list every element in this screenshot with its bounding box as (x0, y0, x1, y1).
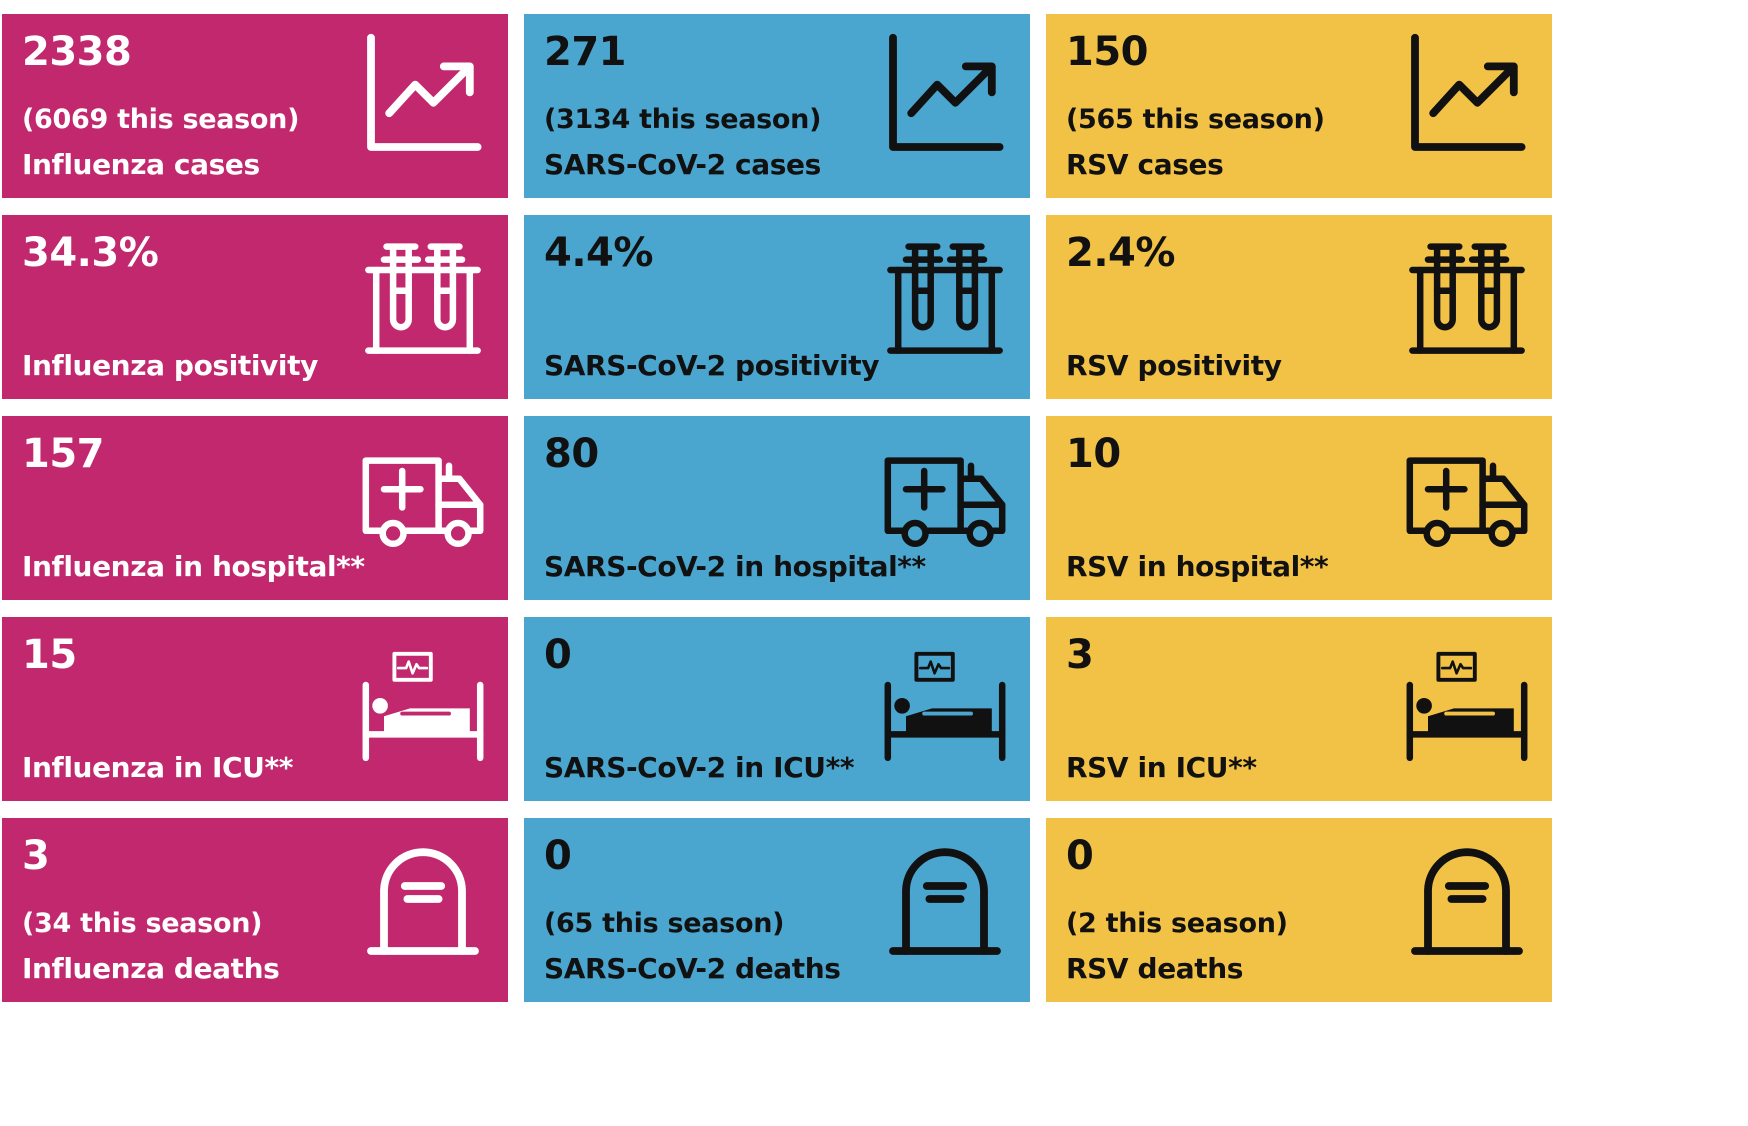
season-total: (2 this season) (1066, 908, 1288, 939)
tombstone-icon (358, 834, 488, 964)
trend-chart-icon (358, 30, 488, 160)
season-total: (3134 this season) (544, 104, 822, 135)
test-tubes-icon (880, 231, 1010, 361)
metric-value: 4.4% (544, 230, 653, 276)
tombstone-icon (880, 834, 1010, 964)
metric-label: SARS-CoV-2 deaths (544, 952, 841, 986)
metric-label: Influenza deaths (22, 952, 280, 986)
rsv-tile-row-2: 2.4% RSV positivity (1046, 215, 1552, 399)
sarscov2-tile-row-1: 271 (3134 this season) SARS-CoV-2 cases (524, 14, 1030, 198)
metric-label: Influenza in ICU** (22, 751, 293, 785)
metric-label: RSV positivity (1066, 349, 1282, 383)
season-total: (565 this season) (1066, 104, 1325, 135)
metric-label: RSV in hospital** (1066, 550, 1329, 584)
metric-value: 0 (1066, 833, 1094, 879)
metric-label: RSV in ICU** (1066, 751, 1257, 785)
rsv-tile-row-1: 150 (565 this season) RSV cases (1046, 14, 1552, 198)
influenza-tile-row-1: 2338 (6069 this season) Influenza cases (2, 14, 508, 198)
sarscov2-tile-row-4: 0 SARS-CoV-2 in ICU** (524, 617, 1030, 801)
metric-value: 0 (544, 833, 572, 879)
metric-value: 271 (544, 29, 627, 75)
metric-label: Influenza in hospital** (22, 550, 365, 584)
metric-value: 3 (22, 833, 50, 879)
metric-value: 34.3% (22, 230, 159, 276)
rsv-tile-row-4: 3 RSV in ICU** (1046, 617, 1552, 801)
trend-chart-icon (1402, 30, 1532, 160)
sarscov2-tile-row-5: 0 (65 this season) SARS-CoV-2 deaths (524, 818, 1030, 1002)
icu-bed-icon (358, 633, 488, 763)
metric-value: 2.4% (1066, 230, 1175, 276)
metric-label: RSV cases (1066, 148, 1224, 182)
ambulance-icon (1402, 432, 1532, 562)
metric-label: Influenza positivity (22, 349, 318, 383)
metric-value: 0 (544, 632, 572, 678)
test-tubes-icon (358, 231, 488, 361)
metric-label: RSV deaths (1066, 952, 1244, 986)
rsv-tile-row-3: 10 RSV in hospital** (1046, 416, 1552, 600)
metric-value: 150 (1066, 29, 1149, 75)
metric-value: 3 (1066, 632, 1094, 678)
tombstone-icon (1402, 834, 1532, 964)
season-total: (65 this season) (544, 908, 785, 939)
icu-bed-icon (1402, 633, 1532, 763)
influenza-tile-row-5: 3 (34 this season) Influenza deaths (2, 818, 508, 1002)
rsv-tile-row-5: 0 (2 this season) RSV deaths (1046, 818, 1552, 1002)
metric-label: SARS-CoV-2 positivity (544, 349, 880, 383)
metric-label: SARS-CoV-2 in ICU** (544, 751, 855, 785)
trend-chart-icon (880, 30, 1010, 160)
sarscov2-tile-row-2: 4.4% SARS-CoV-2 positivity (524, 215, 1030, 399)
icu-bed-icon (880, 633, 1010, 763)
metric-value: 10 (1066, 431, 1121, 477)
metric-label: SARS-CoV-2 in hospital** (544, 550, 926, 584)
metric-value: 80 (544, 431, 599, 477)
ambulance-icon (880, 432, 1010, 562)
test-tubes-icon (1402, 231, 1532, 361)
metric-value: 15 (22, 632, 77, 678)
ambulance-icon (358, 432, 488, 562)
influenza-tile-row-4: 15 Influenza in ICU** (2, 617, 508, 801)
season-total: (34 this season) (22, 908, 263, 939)
season-total: (6069 this season) (22, 104, 300, 135)
metric-label: Influenza cases (22, 148, 260, 182)
metric-value: 157 (22, 431, 105, 477)
influenza-tile-row-2: 34.3% Influenza positivity (2, 215, 508, 399)
sarscov2-tile-row-3: 80 SARS-CoV-2 in hospital** (524, 416, 1030, 600)
influenza-tile-row-3: 157 Influenza in hospital** (2, 416, 508, 600)
metric-value: 2338 (22, 29, 132, 75)
metric-label: SARS-CoV-2 cases (544, 148, 821, 182)
